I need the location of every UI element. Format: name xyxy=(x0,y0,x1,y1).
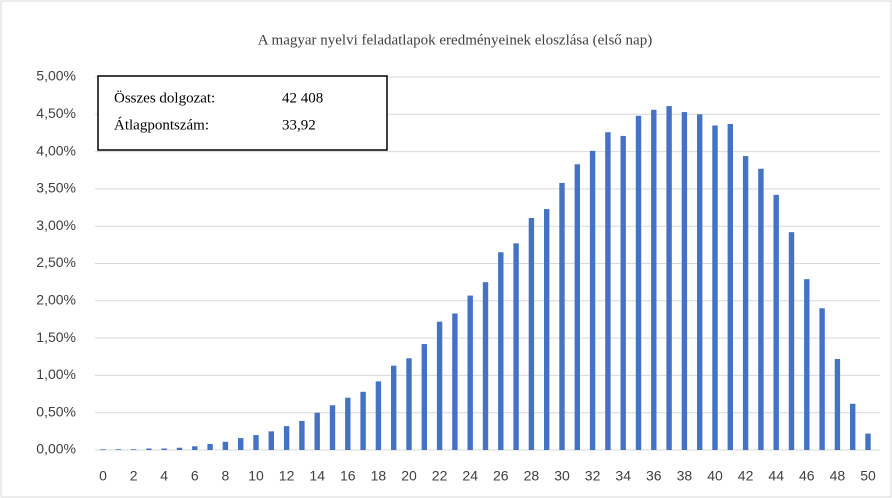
bar xyxy=(452,313,458,450)
y-tick-label: 5,00% xyxy=(36,68,76,84)
y-tick-label: 1,50% xyxy=(36,329,76,345)
bar xyxy=(804,279,810,450)
info-label: Átlagpontszám: xyxy=(114,116,209,133)
x-tick-label: 44 xyxy=(768,468,784,484)
bar xyxy=(697,114,703,451)
bar xyxy=(758,168,764,450)
bar xyxy=(130,449,137,450)
x-tick-label: 32 xyxy=(585,468,601,484)
x-tick-label: 48 xyxy=(830,468,846,484)
x-tick-label: 8 xyxy=(222,468,230,484)
bar xyxy=(513,243,519,450)
info-label: Összes dolgozat: xyxy=(114,89,215,106)
bar xyxy=(712,125,718,451)
info-value: 33,92 xyxy=(282,117,316,133)
bar xyxy=(819,308,825,450)
x-tick-label: 30 xyxy=(554,468,570,484)
bar xyxy=(176,447,183,450)
bar xyxy=(391,365,397,450)
bar xyxy=(574,164,580,451)
x-tick-label: 10 xyxy=(248,468,264,484)
x-tick-label: 4 xyxy=(160,468,168,484)
chart-title: A magyar nyelvi feladatlapok eredményein… xyxy=(258,32,652,48)
x-tick-label: 20 xyxy=(401,468,417,484)
x-tick-label: 12 xyxy=(279,468,295,484)
bar xyxy=(314,412,320,450)
bar xyxy=(589,150,596,450)
y-tick-label: 4,50% xyxy=(36,105,76,121)
x-tick-label: 50 xyxy=(860,468,876,484)
bar xyxy=(421,344,427,450)
x-tick-label: 46 xyxy=(799,468,815,484)
bar xyxy=(482,282,489,450)
x-tick-label: 18 xyxy=(371,468,387,484)
bar xyxy=(681,112,688,450)
x-tick-label: 26 xyxy=(493,468,509,484)
bar xyxy=(360,391,366,450)
x-tick-label: 0 xyxy=(99,468,107,484)
bar xyxy=(635,115,642,451)
y-tick-label: 4,00% xyxy=(36,142,76,158)
bar xyxy=(100,449,106,450)
x-tick-label: 2 xyxy=(130,468,138,484)
bar xyxy=(865,433,871,450)
bar xyxy=(222,441,229,450)
bar xyxy=(467,295,473,450)
bar xyxy=(329,405,336,450)
y-tick-label: 2,00% xyxy=(36,292,76,308)
y-tick-label: 0,00% xyxy=(36,441,76,457)
y-tick-label: 2,50% xyxy=(36,254,76,270)
bar xyxy=(283,426,290,450)
x-tick-label: 36 xyxy=(646,468,662,484)
bar xyxy=(528,217,535,450)
bar xyxy=(620,135,626,450)
bar xyxy=(544,209,550,450)
bar xyxy=(605,132,611,451)
bar xyxy=(651,109,657,450)
bar xyxy=(268,431,274,450)
bar xyxy=(161,448,167,450)
y-tick-label: 3,50% xyxy=(36,180,76,196)
bar xyxy=(788,232,795,450)
x-tick-label: 28 xyxy=(524,468,540,484)
x-tick-label: 34 xyxy=(615,468,631,484)
x-tick-label: 14 xyxy=(309,468,325,484)
info-box xyxy=(97,75,388,151)
bar xyxy=(115,449,121,450)
y-tick-label: 3,00% xyxy=(36,217,76,233)
y-tick-label: 0,50% xyxy=(36,403,76,419)
y-tick-label: 1,00% xyxy=(36,366,76,382)
x-tick-label: 42 xyxy=(738,468,754,484)
bar xyxy=(406,358,412,450)
bar xyxy=(238,438,244,450)
bar xyxy=(559,182,565,450)
bar xyxy=(146,448,152,450)
info-value: 42 408 xyxy=(282,90,323,106)
bar xyxy=(834,358,841,450)
bar xyxy=(850,403,856,450)
x-tick-label: 40 xyxy=(707,468,723,484)
bar xyxy=(436,321,443,450)
x-tick-label: 24 xyxy=(462,468,478,484)
bar xyxy=(207,444,213,450)
bar xyxy=(253,435,259,450)
bar xyxy=(742,156,749,451)
x-tick-label: 22 xyxy=(432,468,448,484)
bar xyxy=(299,420,305,450)
bar xyxy=(773,194,779,450)
bar xyxy=(345,397,351,450)
bar xyxy=(666,106,672,451)
x-tick-label: 38 xyxy=(677,468,693,484)
bar xyxy=(727,123,733,451)
bar xyxy=(192,446,198,450)
x-tick-label: 6 xyxy=(191,468,199,484)
bar xyxy=(375,381,382,450)
x-tick-label: 16 xyxy=(340,468,356,484)
bar xyxy=(498,252,504,450)
